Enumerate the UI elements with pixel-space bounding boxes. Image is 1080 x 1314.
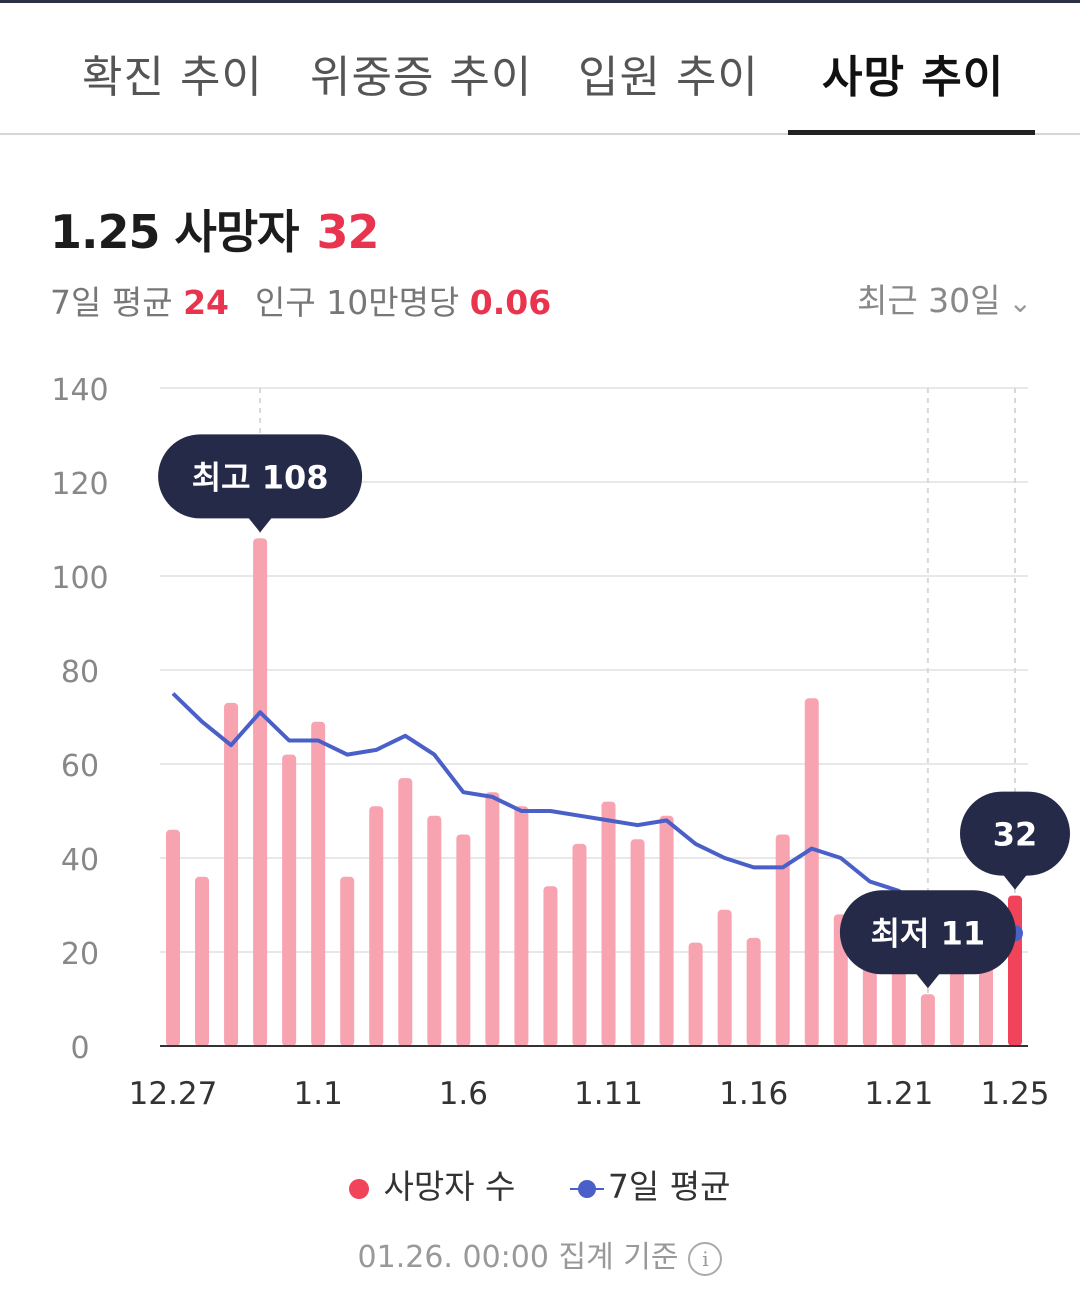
legend-item-deaths: 사망자 수 xyxy=(349,1160,515,1208)
tooltip-1.22: 최저 11 xyxy=(839,890,1016,989)
summary-stats: 7일 평균 24 인구 10만명당 0.06 xyxy=(50,276,551,324)
tooltip-label: 최고 108 xyxy=(192,458,329,496)
tab-death-trend[interactable]: 사망 추이 xyxy=(822,52,1005,103)
tab-bar: 확진 추이 위중증 추이 입원 추이 사망 추이 xyxy=(0,3,1080,135)
bar-1.17 xyxy=(775,834,790,1046)
x-tick-label: 1.21 xyxy=(864,1076,933,1112)
title-date: 1.25 xyxy=(50,205,160,259)
bar-1.12 xyxy=(630,839,645,1046)
bar-1.9 xyxy=(543,886,558,1046)
bar-1.10 xyxy=(572,843,587,1046)
y-tick-label: 120 xyxy=(51,467,108,502)
tooltip-label: 32 xyxy=(993,816,1038,854)
legend-bar-label: 사망자 수 xyxy=(383,1167,516,1206)
bar-12.27 xyxy=(166,829,180,1046)
bar-1.13 xyxy=(659,815,674,1046)
y-tick-label: 40 xyxy=(61,843,99,878)
chevron-down-icon: ⌄ xyxy=(1008,286,1032,319)
tooltip-pointer xyxy=(915,973,940,989)
x-tick-label: 12.27 xyxy=(129,1076,218,1112)
period-label: 최근 30일 xyxy=(856,281,1001,320)
death-trend-chart: 0 20 40 60 80 100 120 140 12.27 1.1 1.6 1.11 1.16 1.2… xyxy=(51,373,1070,1112)
x-tick-label: 1.6 xyxy=(439,1076,488,1112)
legend-dot-icon xyxy=(349,1178,370,1199)
bar-1.7 xyxy=(485,792,500,1046)
avg-value: 24 xyxy=(183,283,230,322)
period-selector[interactable]: 최근 30일 ⌄ xyxy=(857,274,1032,322)
bar-1.1 xyxy=(311,721,326,1046)
chart-legend: 사망자 수 7일 평균 xyxy=(0,1160,1080,1208)
per-capita-label: 인구 10만명당 xyxy=(255,283,460,322)
tooltip-label: 최저 11 xyxy=(871,914,986,952)
top-border xyxy=(0,0,1080,3)
per-capita-value: 0.06 xyxy=(469,283,552,322)
tab-hospitalization-trend[interactable]: 입원 추이 xyxy=(578,52,759,103)
death-count: 32 xyxy=(316,205,379,259)
x-tick-label: 1.11 xyxy=(574,1076,643,1112)
y-tick-label: 20 xyxy=(61,937,99,972)
bar-1.6 xyxy=(456,834,471,1046)
tooltip-bubble xyxy=(960,791,1070,876)
bar-1.15 xyxy=(717,909,732,1046)
footer-note: 01.26. 00:00 집계 기준 i xyxy=(0,1232,1080,1276)
y-tick-label: 0 xyxy=(70,1031,89,1066)
bar-1.11 xyxy=(601,801,616,1046)
bar-1.3 xyxy=(369,806,384,1046)
tooltip-12.30: 최고 108 xyxy=(158,434,363,533)
bar-1.18 xyxy=(804,698,819,1046)
y-tick-label: 100 xyxy=(51,561,108,596)
bar-1.21 xyxy=(891,952,906,1046)
bar-1.16 xyxy=(746,937,761,1046)
tooltip-pointer xyxy=(1003,874,1027,890)
page-title: 1.25 사망자 32 xyxy=(50,196,380,262)
avg-line xyxy=(171,692,1016,936)
bar-1.22 xyxy=(920,994,935,1046)
tab-critical-trend[interactable]: 위중증 추이 xyxy=(310,52,533,103)
tooltip-1.25: 32 xyxy=(960,791,1070,890)
tooltip-bubble xyxy=(158,434,363,519)
y-tick-label: 60 xyxy=(61,749,99,784)
avg-label: 7일 평균 xyxy=(50,283,173,322)
tab-confirmed-trend[interactable]: 확진 추이 xyxy=(82,52,263,103)
active-tab-indicator xyxy=(788,130,1035,135)
bar-12.29 xyxy=(224,702,239,1046)
bar-12.31 xyxy=(282,754,297,1046)
bar-1.5 xyxy=(427,815,442,1046)
bar-1.14 xyxy=(688,942,703,1046)
bar-1.2 xyxy=(340,876,355,1046)
footer-text: 01.26. 00:00 집계 기준 xyxy=(357,1240,679,1275)
y-tick-label: 80 xyxy=(61,655,99,690)
info-icon[interactable]: i xyxy=(688,1241,723,1276)
legend-line-icon xyxy=(569,1179,604,1199)
bar-12.28 xyxy=(195,876,210,1046)
x-tick-label: 1.25 xyxy=(980,1076,1049,1112)
x-tick-label: 1.16 xyxy=(719,1076,788,1112)
tooltip-bubble xyxy=(839,890,1016,975)
title-label: 사망자 xyxy=(174,205,300,259)
bar-12.30 xyxy=(253,538,268,1046)
y-tick-label: 140 xyxy=(51,373,108,408)
bar-1.8 xyxy=(514,806,529,1046)
bar-1.4 xyxy=(398,778,413,1046)
legend-line-label: 7일 평균 xyxy=(607,1167,731,1206)
legend-item-average: 7일 평균 xyxy=(569,1160,731,1208)
x-tick-label: 1.1 xyxy=(294,1076,343,1112)
tooltip-pointer xyxy=(248,517,273,533)
